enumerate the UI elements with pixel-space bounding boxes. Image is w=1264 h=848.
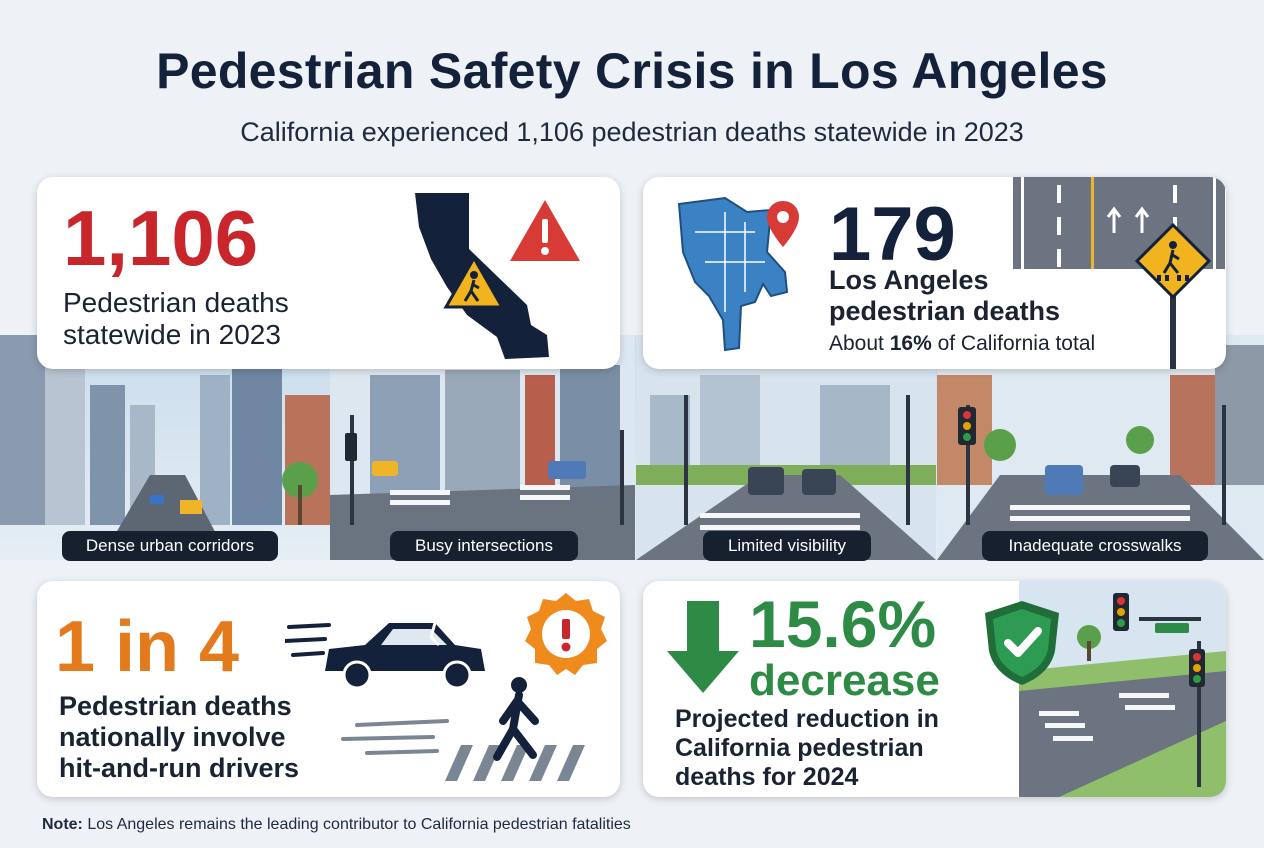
hit-and-run-label-line1: Pedestrian deaths <box>59 691 292 721</box>
hit-and-run-label-line3: hit-and-run drivers <box>59 753 300 783</box>
scene-label-dense-urban: Dense urban corridors <box>62 531 278 561</box>
stat-card-statewide: 1,106 Pedestrian deaths statewide in 202… <box>37 177 620 369</box>
decrease-label-line3: deaths for 2024 <box>675 763 859 791</box>
scene-label-busy-intersections: Busy intersections <box>390 531 578 561</box>
pedestrian-warning-icon <box>443 255 505 309</box>
la-share-prefix: About <box>829 332 890 355</box>
hit-and-run-label-line2: nationally involve <box>59 722 286 752</box>
la-deaths-value: 179 <box>829 192 956 277</box>
footer-note-label: Note: <box>42 816 83 833</box>
scene-label-inadequate-crosswalks: Inadequate crosswalks <box>982 531 1208 561</box>
los-angeles-map-icon <box>677 196 789 352</box>
decrease-label-line1: Projected reduction in <box>675 705 939 733</box>
pedestrian-crossing-sign-icon <box>1134 222 1212 369</box>
stat-card-hit-and-run: 1 in 4 Pedestrian deaths nationally invo… <box>37 581 620 797</box>
decrease-label-line2: California pedestrian <box>675 734 924 762</box>
alert-badge-icon <box>525 593 607 675</box>
la-label-line1: Los Angeles <box>829 265 989 295</box>
statewide-deaths-value: 1,106 <box>63 194 259 282</box>
statewide-label-line2: statewide in 2023 <box>63 319 281 350</box>
statewide-label-line1: Pedestrian deaths <box>63 287 289 318</box>
stat-card-los-angeles: 179 Los Angeles pedestrian deaths About … <box>643 177 1226 369</box>
scene-inadequate-crosswalks <box>937 335 1264 560</box>
la-share-suffix: of California total <box>931 332 1096 355</box>
alert-triangle-icon <box>510 200 580 261</box>
pedestrian-walking-icon <box>341 677 585 781</box>
footer-note: Note: Los Angeles remains the leading co… <box>42 816 631 834</box>
shield-check-icon <box>985 601 1059 685</box>
page-subtitle: California experienced 1,106 pedestrian … <box>240 117 1024 147</box>
footer-note-text: Los Angeles remains the leading contribu… <box>82 816 631 833</box>
la-share-text: About 16% of California total <box>829 332 1095 356</box>
scene-label-limited-visibility: Limited visibility <box>703 531 871 561</box>
la-share-value: 16% <box>889 332 932 355</box>
location-pin-icon <box>767 201 799 247</box>
page-title: Pedestrian Safety Crisis in Los Angeles <box>156 43 1108 99</box>
hit-and-run-value: 1 in 4 <box>55 607 240 687</box>
la-label-line2: pedestrian deaths <box>829 296 1061 326</box>
stat-card-projected-decrease: 15.6% decrease Projected reduction in Ca… <box>643 581 1226 797</box>
crashed-car-icon <box>285 622 485 690</box>
intersection-illustration <box>1019 581 1226 797</box>
down-arrow-icon <box>667 601 739 693</box>
scene-limited-visibility <box>636 335 936 560</box>
decrease-word: decrease <box>749 656 940 705</box>
decrease-value: 15.6% <box>749 587 937 661</box>
